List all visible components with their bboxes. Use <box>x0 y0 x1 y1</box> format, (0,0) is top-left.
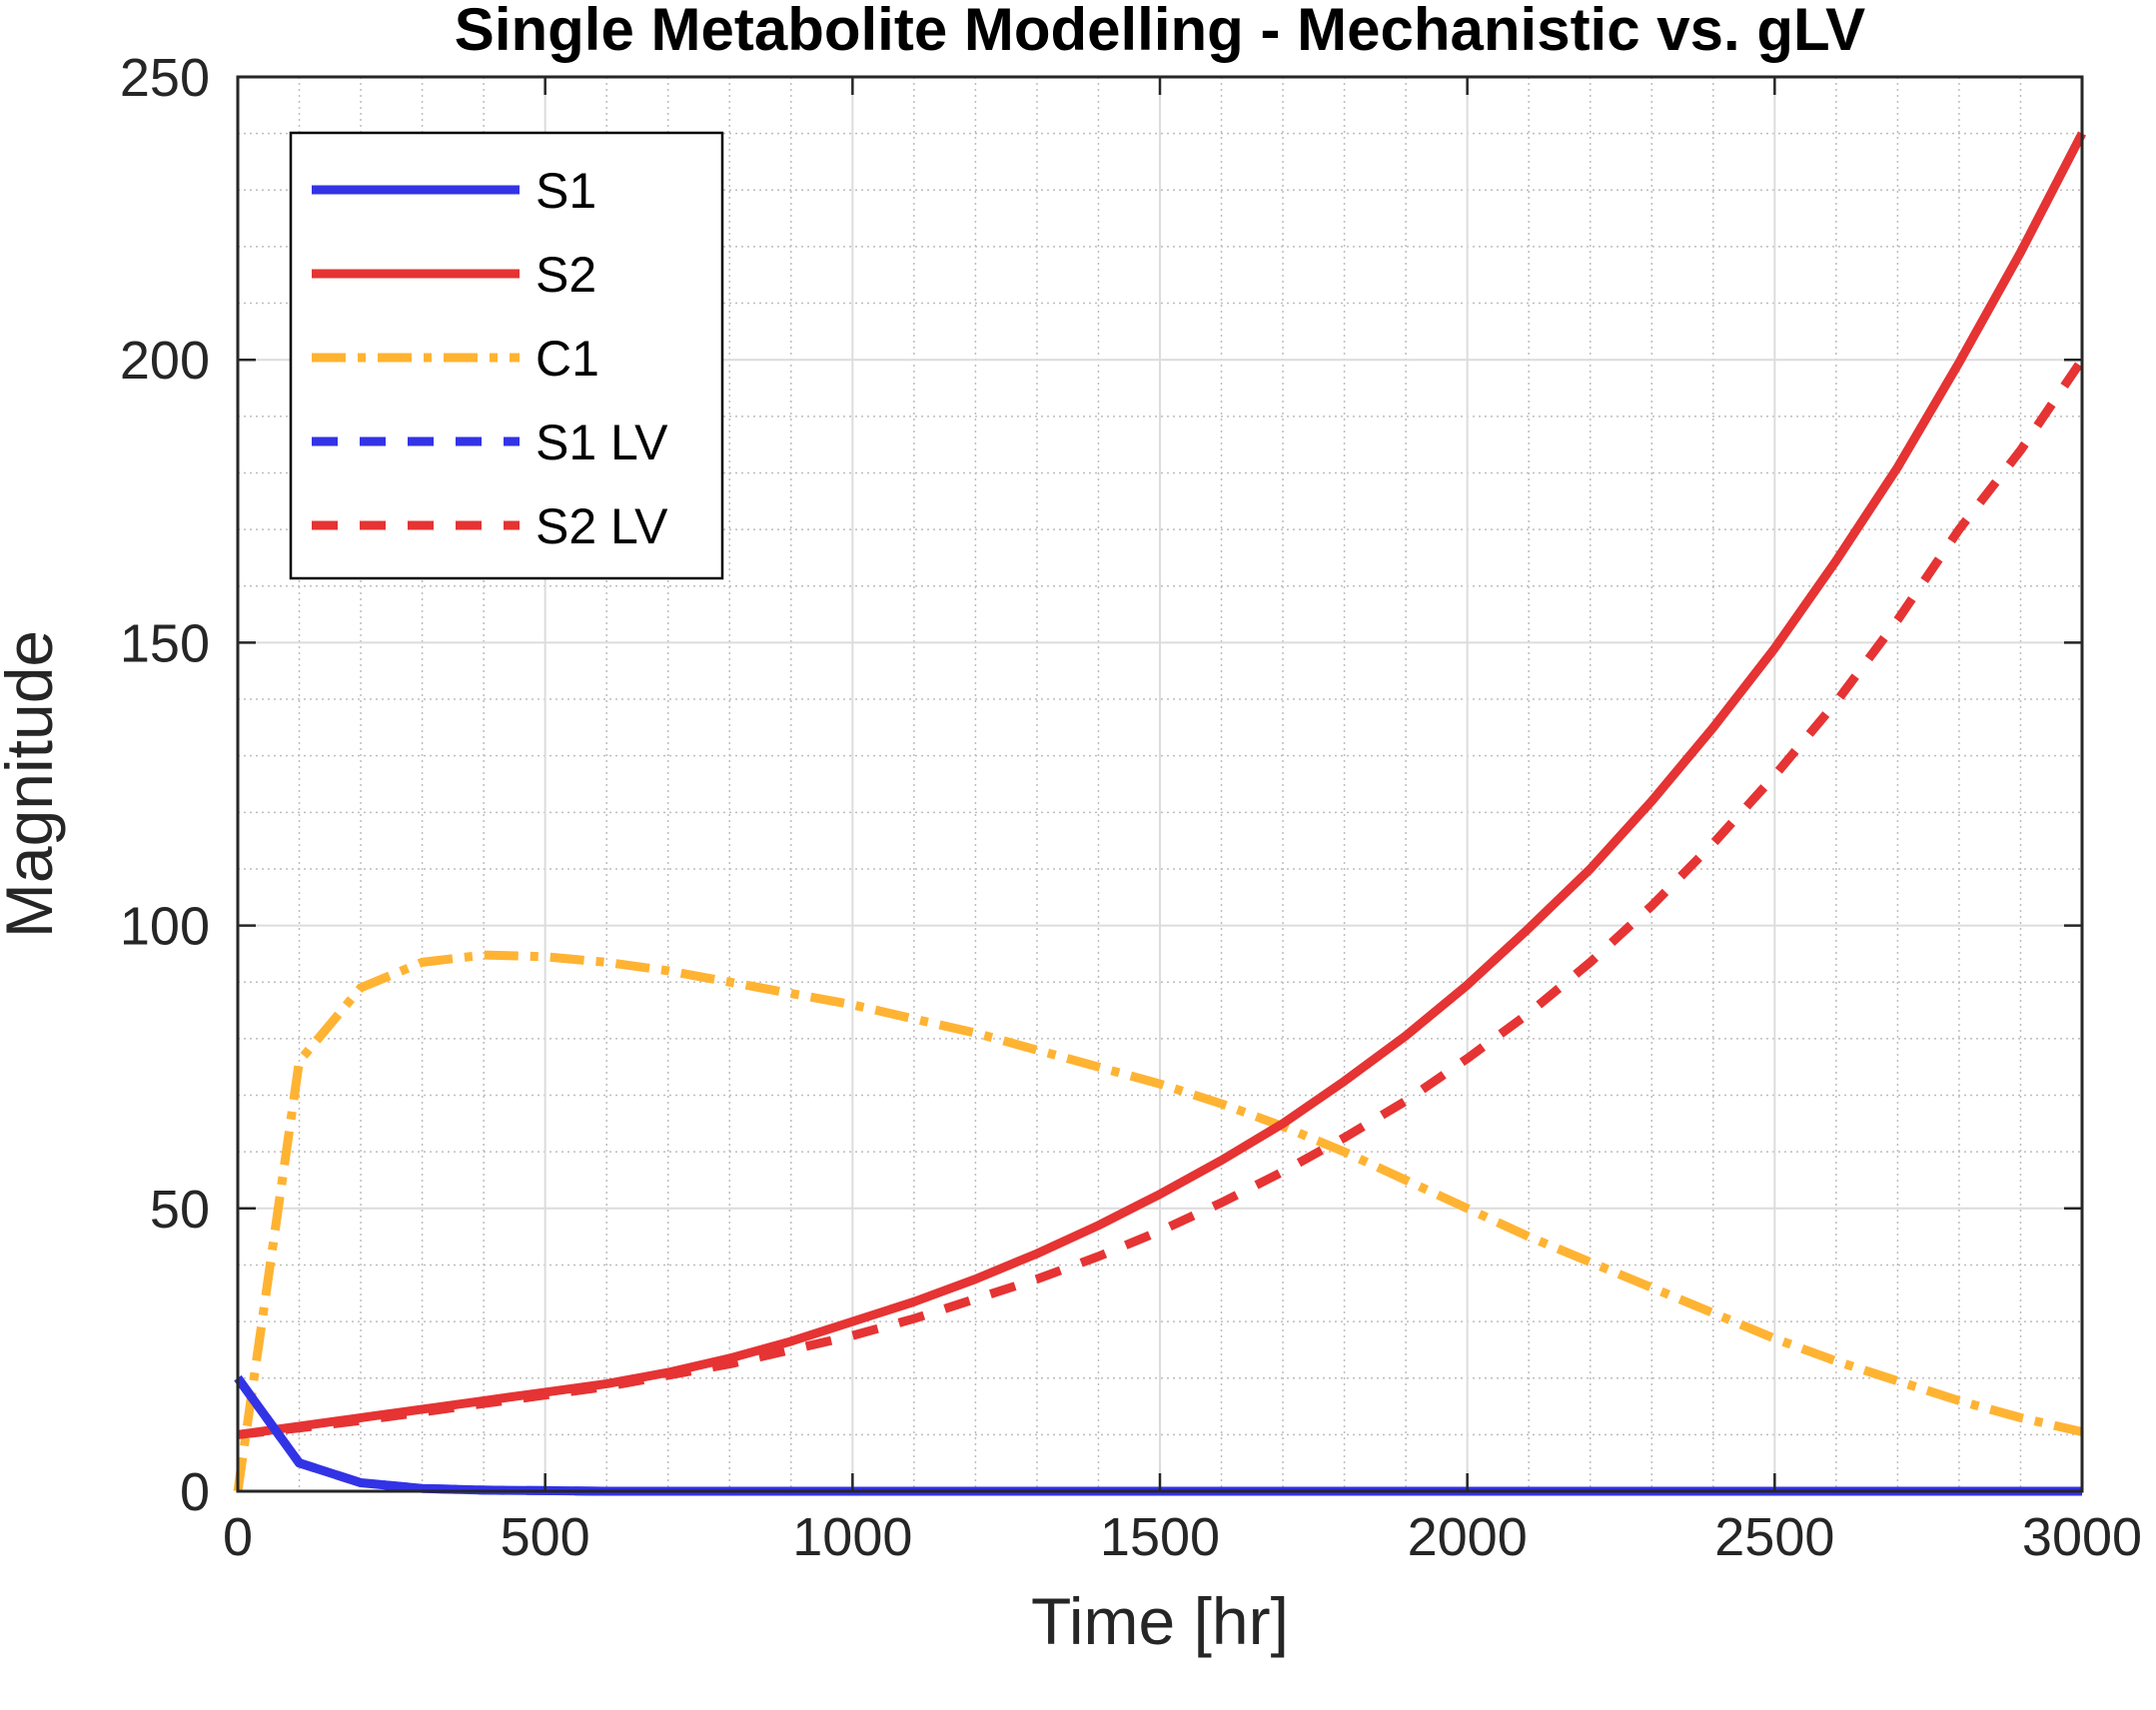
legend-entries: S1 S2 C1 S1 LV S2 LV <box>312 163 668 554</box>
y-axis-label: Magnitude <box>0 630 66 938</box>
y-tick-label: 200 <box>120 331 210 391</box>
y-tick-label: 100 <box>120 897 210 957</box>
x-tick-label: 1500 <box>1100 1507 1220 1567</box>
x-tick-label: 2500 <box>1714 1507 1834 1567</box>
legend-label-c1: C1 <box>536 331 599 387</box>
y-tick-labels: 0 50 100 150 200 250 <box>120 48 210 1522</box>
legend-label-s2: S2 <box>536 247 596 303</box>
x-tick-labels: 0 500 1000 1500 2000 2500 3000 <box>223 1507 2142 1567</box>
x-tick-label: 1000 <box>792 1507 912 1567</box>
x-tick-label: 2000 <box>1408 1507 1528 1567</box>
series-line-s2-lv <box>237 357 2086 1439</box>
y-tick-label: 150 <box>120 613 210 673</box>
y-tick-label: 50 <box>150 1180 210 1240</box>
chart-title: Single Metabolite Modelling - Mechanisti… <box>455 0 1865 63</box>
x-tick-label: 0 <box>223 1507 253 1567</box>
tick-marks <box>236 75 2084 1493</box>
legend-label-s2-lv: S2 LV <box>536 498 668 554</box>
x-tick-label: 3000 <box>2022 1507 2142 1567</box>
y-tick-label: 250 <box>120 48 210 108</box>
x-axis-label: Time [hr] <box>1031 1584 1289 1658</box>
x-tick-label: 500 <box>501 1507 590 1567</box>
legend: S1 S2 C1 S1 LV S2 LV <box>289 131 724 580</box>
series-line-c1 <box>233 950 2084 1492</box>
legend-label-s1: S1 <box>536 163 596 219</box>
legend-label-s1-lv: S1 LV <box>536 415 668 470</box>
y-tick-label: 0 <box>180 1462 210 1522</box>
